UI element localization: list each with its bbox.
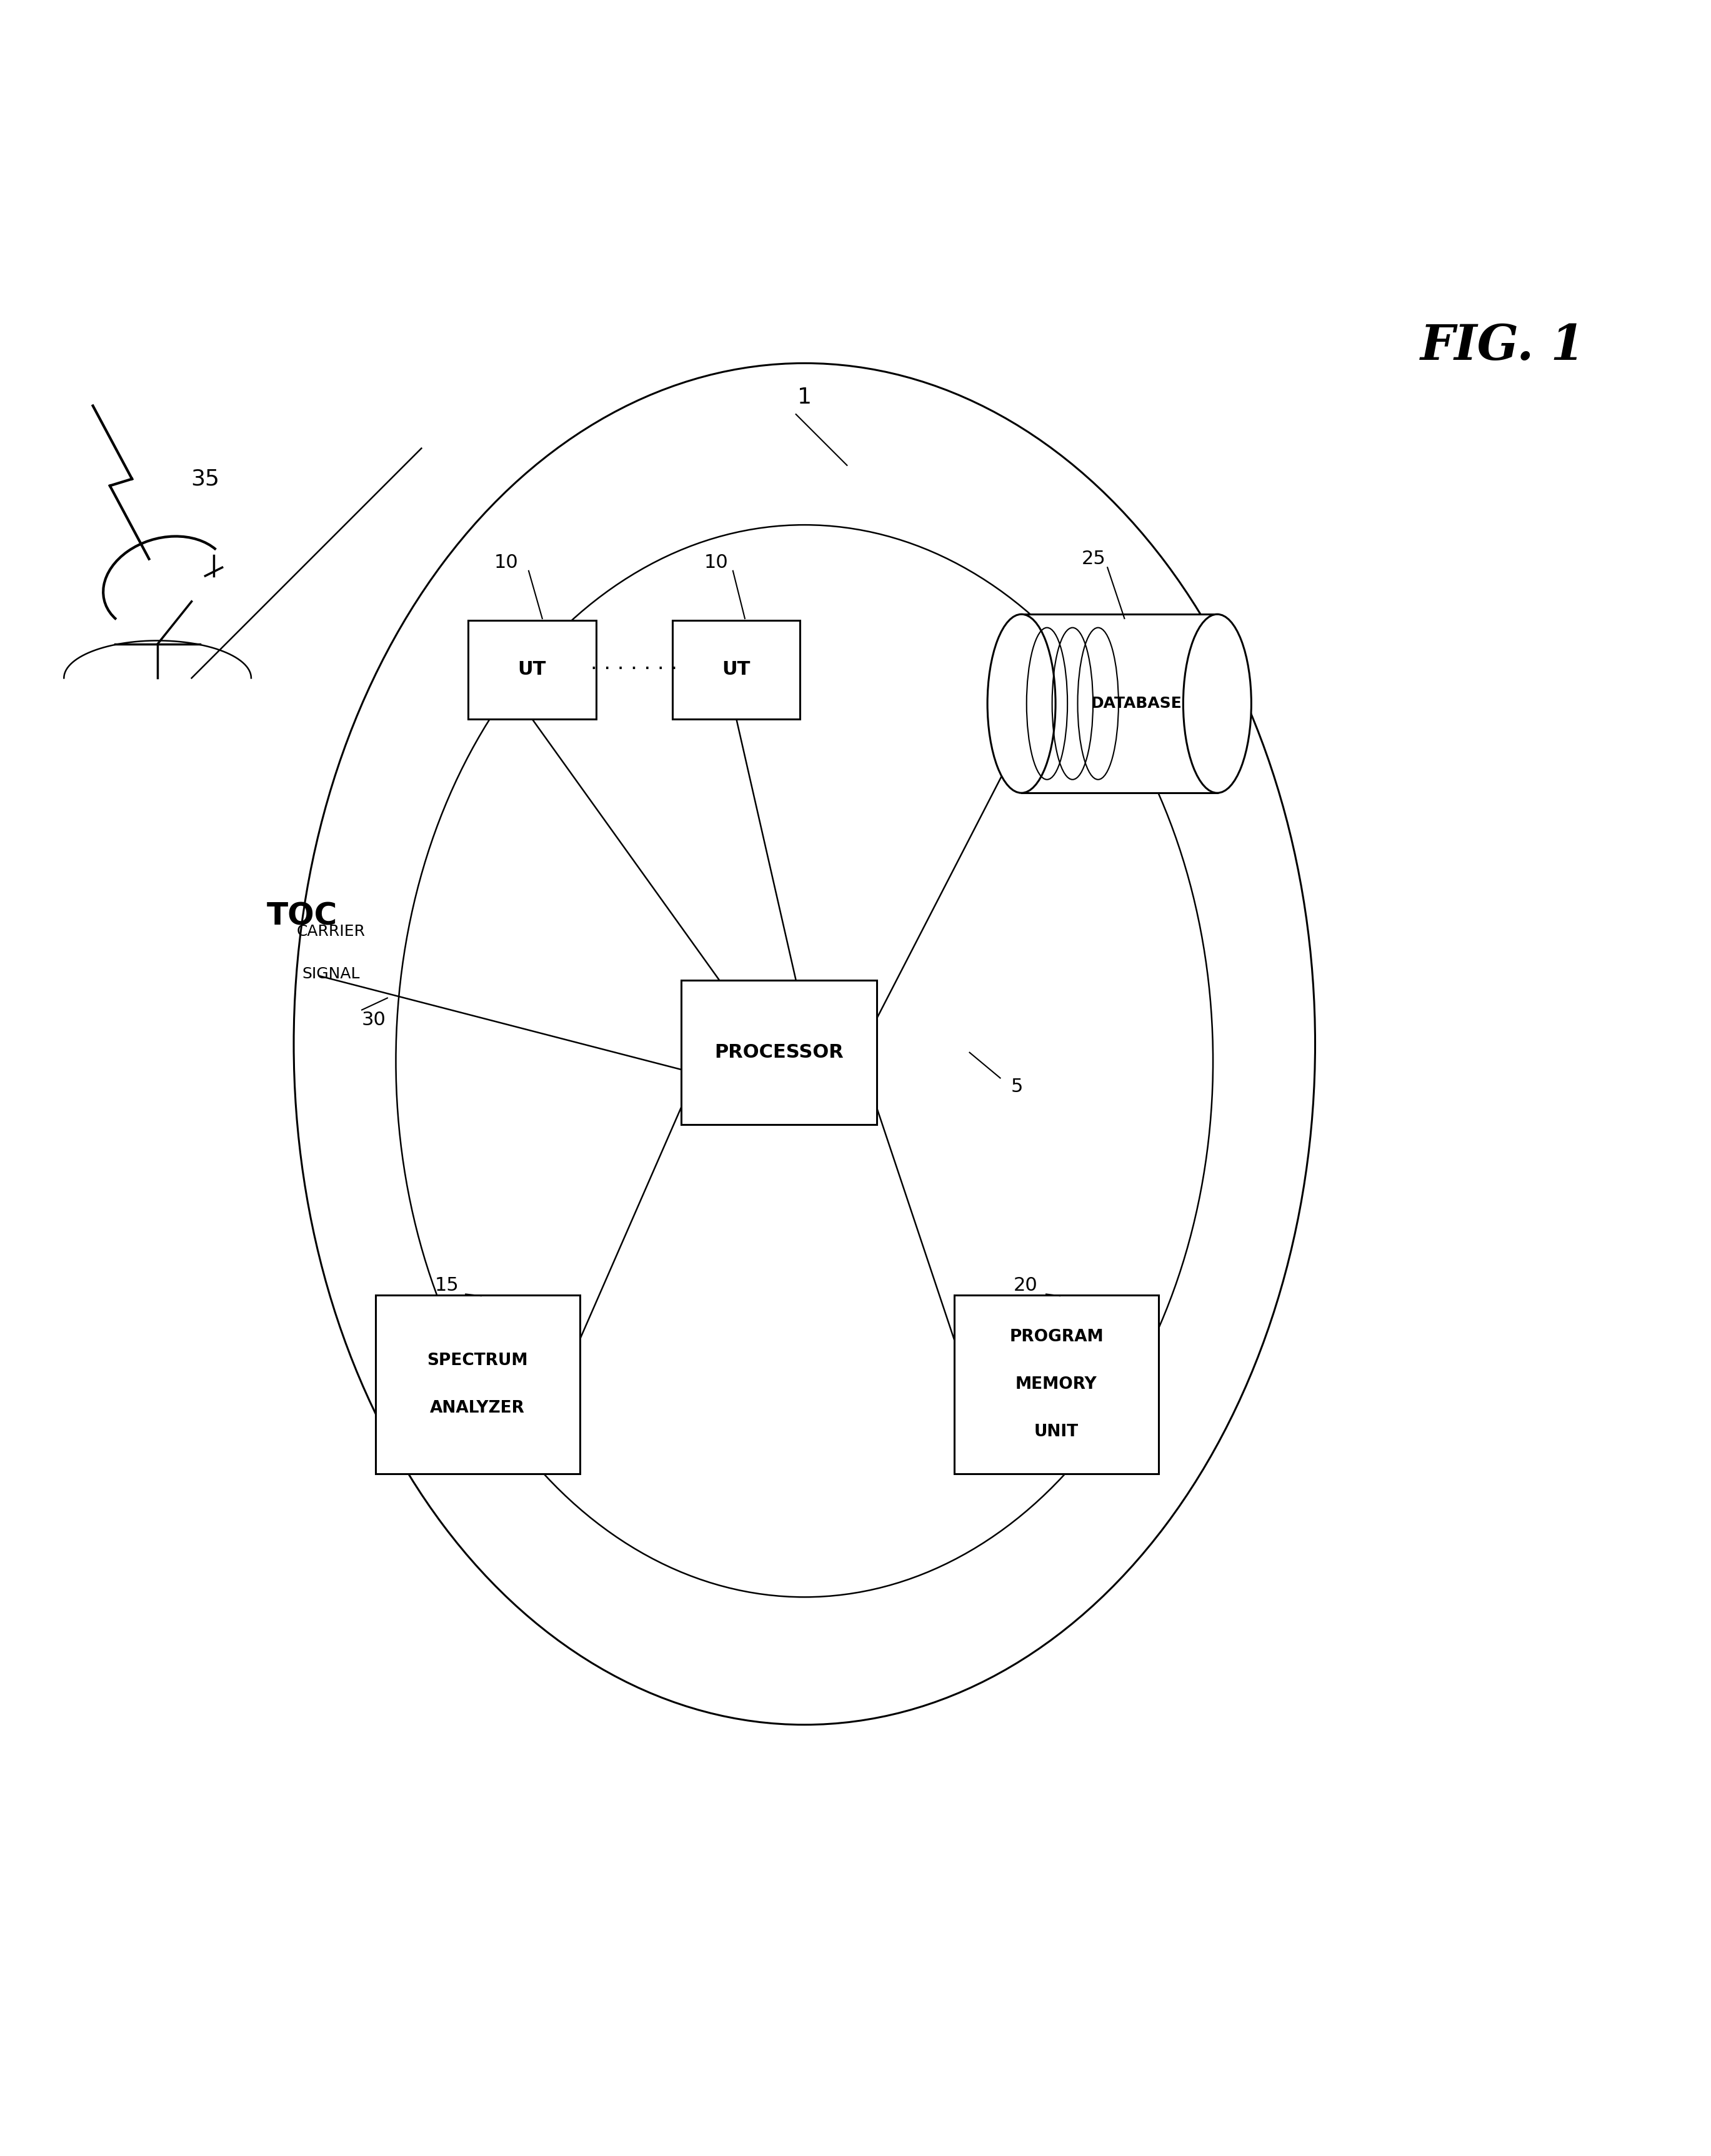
Text: TOC: TOC bbox=[267, 901, 337, 931]
Text: SIGNAL: SIGNAL bbox=[303, 966, 359, 981]
Text: · · · · · · ·: · · · · · · · bbox=[590, 660, 678, 679]
Ellipse shape bbox=[987, 614, 1056, 793]
Bar bbox=[681, 981, 876, 1125]
Text: PROGRAM: PROGRAM bbox=[1009, 1328, 1104, 1345]
Text: UT: UT bbox=[518, 660, 546, 679]
Text: 20: 20 bbox=[1013, 1276, 1039, 1296]
Text: 15: 15 bbox=[435, 1276, 459, 1296]
Text: 1: 1 bbox=[797, 386, 811, 407]
Text: CARRIER: CARRIER bbox=[296, 925, 366, 940]
Text: UT: UT bbox=[722, 660, 751, 679]
Bar bbox=[672, 621, 801, 718]
Text: 10: 10 bbox=[494, 554, 518, 571]
Text: SPECTRUM: SPECTRUM bbox=[428, 1352, 529, 1369]
Text: 30: 30 bbox=[361, 1011, 387, 1028]
Text: DATABASE: DATABASE bbox=[1092, 696, 1182, 711]
Ellipse shape bbox=[1184, 614, 1251, 793]
Bar bbox=[955, 1296, 1158, 1475]
Bar bbox=[469, 621, 595, 718]
Text: 10: 10 bbox=[703, 554, 727, 571]
Text: 35: 35 bbox=[192, 468, 219, 489]
Bar bbox=[1021, 614, 1217, 793]
Text: 5: 5 bbox=[1011, 1078, 1023, 1095]
Text: FIG. 1: FIG. 1 bbox=[1420, 321, 1584, 371]
Text: 25: 25 bbox=[1081, 550, 1105, 567]
Text: PROCESSOR: PROCESSOR bbox=[713, 1044, 844, 1061]
Text: MEMORY: MEMORY bbox=[1016, 1376, 1097, 1393]
Bar bbox=[375, 1296, 580, 1475]
Text: ANALYZER: ANALYZER bbox=[429, 1399, 525, 1416]
Text: UNIT: UNIT bbox=[1033, 1423, 1078, 1440]
